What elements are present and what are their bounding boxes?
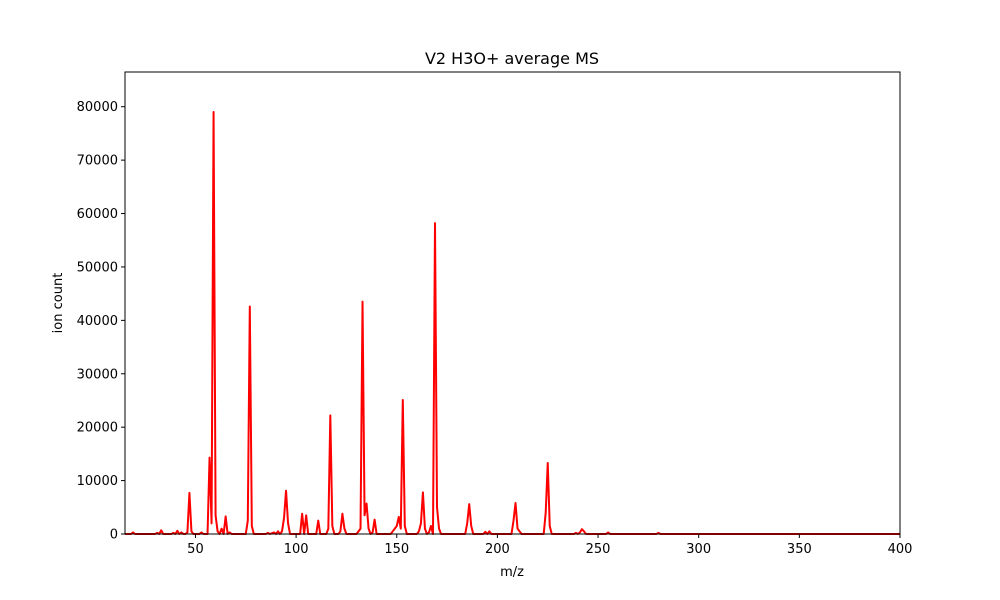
- x-tick-label: 300: [686, 542, 711, 557]
- x-axis-label: m/z: [500, 565, 524, 580]
- plot-area: [125, 72, 900, 534]
- x-tick-label: 250: [586, 542, 611, 557]
- y-tick-label: 10000: [77, 474, 118, 489]
- y-tick-label: 50000: [77, 260, 118, 275]
- x-tick-label: 50: [187, 542, 204, 557]
- x-tick-label: 200: [485, 542, 510, 557]
- x-tick-label: 350: [787, 542, 812, 557]
- y-tick-label: 20000: [77, 421, 118, 436]
- y-tick-label: 70000: [77, 154, 118, 169]
- y-axis-label: ion count: [51, 273, 66, 334]
- y-tick-label: 0: [110, 528, 118, 543]
- y-tick-label: 30000: [77, 367, 118, 382]
- plot-frame: [124, 71, 901, 535]
- x-tick-label: 400: [888, 542, 913, 557]
- x-tick-label: 150: [384, 542, 409, 557]
- axis-ticks: 50 100 150 200 250 300 350 400 0 10000 20000 30000 4…: [77, 100, 913, 557]
- y-tick-label: 60000: [77, 207, 118, 222]
- y-tick-label: 80000: [77, 100, 118, 115]
- chart-title: V2 H3O+ average MS: [425, 49, 599, 68]
- x-tick-label: 100: [284, 542, 309, 557]
- y-tick-label: 40000: [77, 314, 118, 329]
